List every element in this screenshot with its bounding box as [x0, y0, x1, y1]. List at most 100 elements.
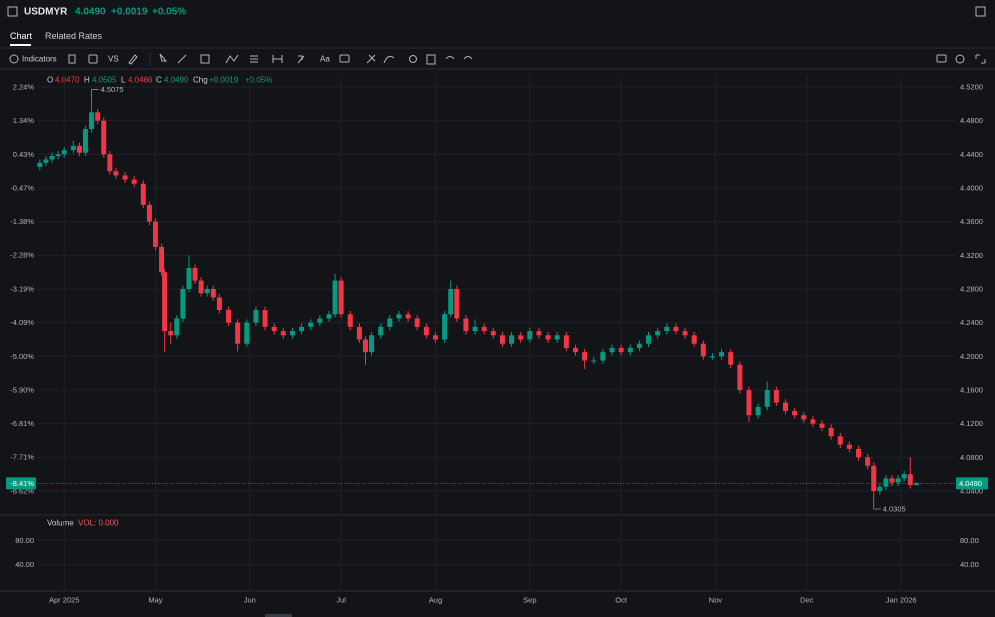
candle-body: [536, 331, 542, 336]
indicators-icon[interactable]: [9, 54, 19, 64]
y-tick-label: 4.3200: [960, 251, 983, 260]
arrow-tool[interactable]: [297, 55, 305, 64]
symbol-icon[interactable]: [7, 6, 18, 17]
candle-body: [43, 159, 49, 163]
candle-body: [572, 347, 578, 353]
candle-body: [856, 448, 862, 458]
candle-body: [159, 246, 165, 273]
candle-body: [454, 289, 460, 319]
candle-body: [901, 474, 907, 479]
y-tick-label: 4.1200: [960, 419, 983, 428]
x-tick-label: Aug: [429, 596, 442, 605]
fib-tool[interactable]: [250, 55, 258, 63]
candle-body: [700, 343, 706, 357]
tab[interactable]: Related Rates: [45, 31, 103, 41]
legend-key: H: [84, 76, 90, 85]
y-tick-label: 4.4000: [960, 184, 983, 193]
candle-body: [755, 406, 761, 416]
legend-value: 4.0470: [55, 76, 80, 85]
redo-button[interactable]: [463, 56, 473, 60]
candle-body: [89, 112, 95, 130]
visibility-tool[interactable]: [409, 55, 417, 63]
legend-value: +0.0019: [209, 76, 239, 85]
candle-body: [82, 129, 88, 153]
note-tool[interactable]: [339, 54, 350, 63]
y-tick-label: 4.3600: [960, 217, 983, 226]
candle-body: [396, 314, 402, 319]
text-tool[interactable]: Aa: [320, 55, 330, 64]
candle-body: [907, 474, 913, 486]
candle-body: [764, 389, 770, 407]
candle-body: [646, 335, 652, 344]
candle-body: [709, 356, 715, 358]
candle-body: [499, 335, 505, 344]
pattern-tool[interactable]: [225, 54, 239, 64]
candle-body: [244, 322, 250, 344]
candle-body: [423, 326, 429, 336]
tab[interactable]: Chart: [10, 31, 33, 41]
shape-tool[interactable]: [200, 54, 210, 64]
cursor-button[interactable]: [159, 53, 168, 62]
candle-body: [518, 335, 524, 340]
compare-button[interactable]: VS: [108, 55, 119, 64]
candle-body: [554, 335, 560, 340]
legend-value: +0.05%: [245, 76, 272, 85]
candle-body: [655, 331, 661, 336]
candle-body: [308, 322, 314, 327]
symbol: USDMYR: [24, 7, 68, 18]
candle-body: [773, 389, 779, 403]
candle-body: [609, 347, 615, 353]
bar-type-button[interactable]: [88, 54, 98, 64]
fullscreen-button[interactable]: [975, 54, 986, 64]
panel-toggle[interactable]: [975, 6, 986, 17]
candle-body: [828, 427, 834, 437]
y2-tick-label: -0.47%: [10, 183, 34, 192]
candle-body: [463, 318, 469, 332]
candle-body: [107, 154, 113, 172]
scrollbar[interactable]: [265, 614, 292, 617]
candle-body: [673, 326, 679, 332]
candle-type-button[interactable]: [68, 54, 76, 64]
candle-body: [356, 326, 362, 340]
candle-body: [691, 335, 697, 344]
x-tick-label: Sep: [523, 596, 536, 605]
candle-body: [253, 310, 259, 323]
eraser-tool[interactable]: [366, 54, 376, 64]
candle-body: [162, 272, 168, 332]
legend-key: Chg: [193, 76, 208, 85]
candle-body: [728, 352, 734, 365]
candle-body: [362, 339, 368, 353]
candle-body: [226, 310, 232, 323]
last-price-tag: [956, 477, 988, 490]
candle-body: [782, 402, 788, 412]
candle-body: [198, 280, 204, 294]
volume-tick-label: 80.00: [960, 536, 979, 545]
draw-button[interactable]: [128, 54, 138, 65]
candle-body: [299, 326, 305, 332]
candle-body: [37, 162, 43, 167]
candle-body: [627, 347, 633, 353]
line-tool[interactable]: [177, 54, 187, 64]
candle-body: [289, 331, 295, 336]
candle-body: [271, 326, 277, 332]
candle-body: [846, 444, 852, 449]
annotation-leader: [873, 498, 881, 510]
y2-tick-label: -8.62%: [10, 486, 34, 495]
y2-tick-label: -4.09%: [10, 318, 34, 327]
undo-button[interactable]: [445, 56, 455, 60]
candle-body: [61, 150, 67, 155]
candle-body: [131, 179, 137, 184]
legend-value: 4.0490: [164, 76, 189, 85]
volume-tick-label: 40.00: [15, 560, 34, 569]
candle-body: [168, 331, 174, 336]
brush-tool[interactable]: [383, 55, 395, 64]
candle-body: [837, 436, 843, 445]
candle-body: [481, 326, 487, 332]
settings-button[interactable]: [955, 54, 965, 64]
annotation-leader: [91, 89, 99, 98]
delete-tool[interactable]: [426, 54, 436, 65]
indicators-button[interactable]: Indicators: [22, 55, 57, 64]
candle-body: [545, 335, 551, 340]
measure-tool[interactable]: [272, 55, 283, 63]
screenshot-button[interactable]: [936, 54, 947, 63]
